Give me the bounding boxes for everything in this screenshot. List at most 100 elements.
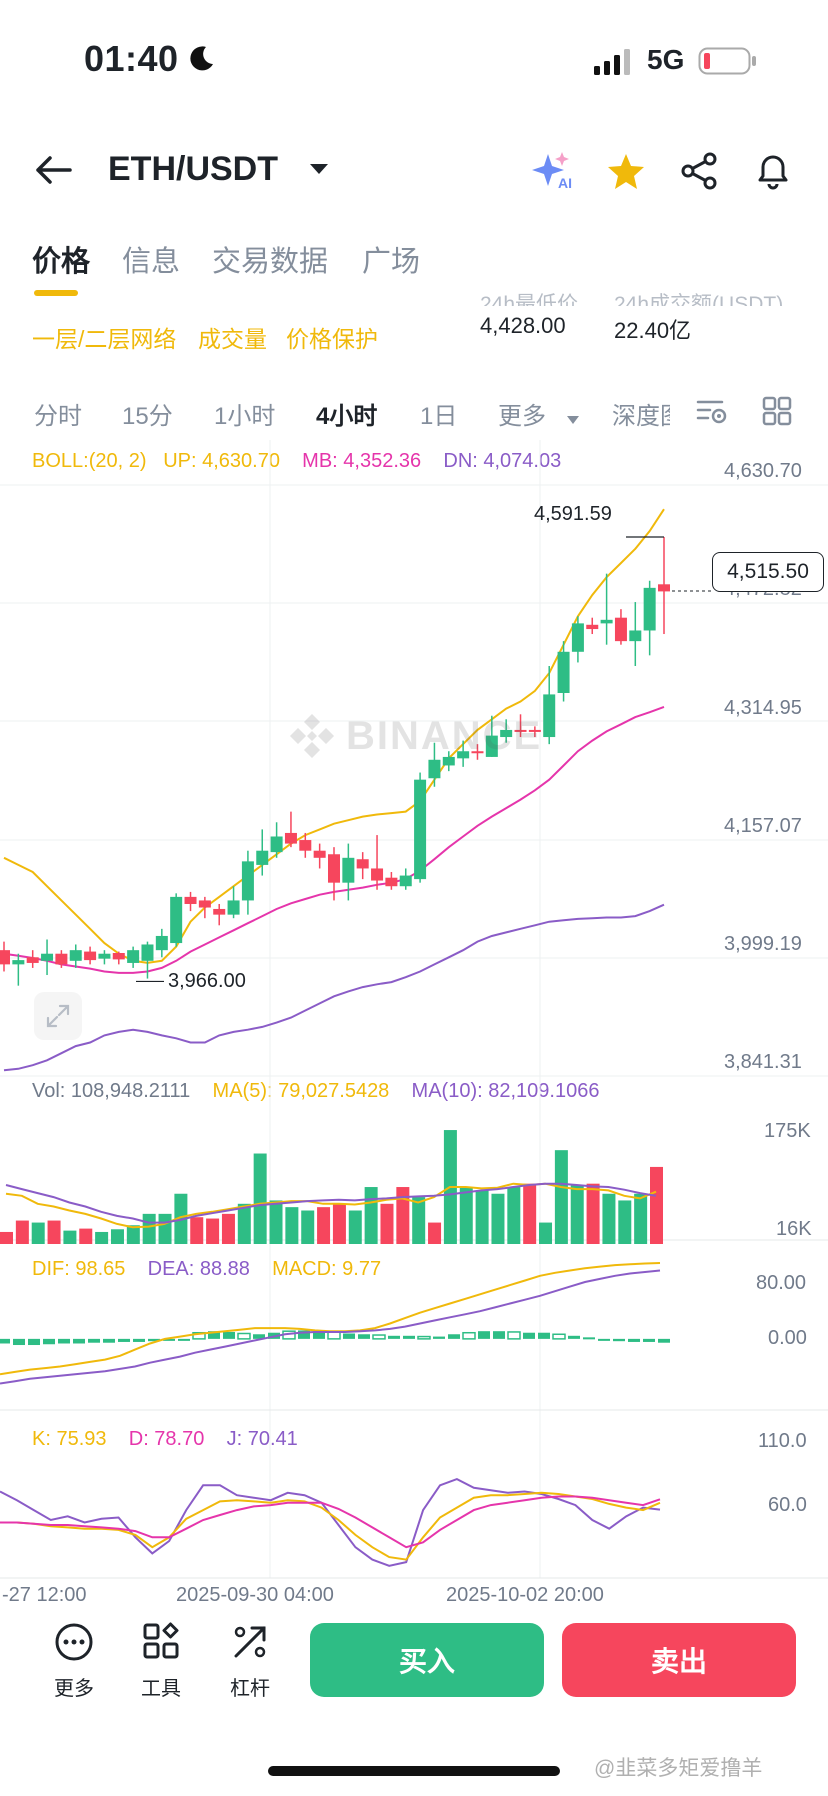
boll-name: BOLL:(20, 2) [32,450,147,472]
macd-histogram-bar [523,1332,535,1339]
candle [557,651,570,693]
boll-up: UP: 4,630.70 [163,450,280,472]
kdj-d: D: 78.70 [128,1428,205,1450]
link-price-protection[interactable]: 价格保护 [286,326,378,352]
volume-bar [285,1207,299,1244]
tools-button-label[interactable]: 工具 [141,1678,181,1700]
candle [198,900,211,908]
interval-time-sharing[interactable]: 分时 [34,403,82,430]
interval-more[interactable]: 更多 [498,403,546,430]
pair-title[interactable]: ETH/USDT [108,150,278,188]
kdj-j: J: 70.41 [226,1428,298,1450]
sell-button[interactable]: 卖出 [562,1623,796,1697]
candle [12,960,25,965]
macd-histogram-bar [658,1338,670,1343]
candle [328,854,340,883]
grid-layout-icon[interactable] [762,396,792,433]
tab-trading-data[interactable]: 交易数据 [212,246,329,278]
link-volume[interactable]: 成交量 [198,326,267,352]
kdj-k-line [0,1491,661,1561]
volume-bar [634,1193,648,1244]
candle [442,756,455,766]
interval-depth[interactable]: 深度图 [612,403,670,430]
interval-1d[interactable]: 1日 [420,403,458,430]
boll-lower-line [3,903,665,1072]
candle [241,861,254,901]
link-l1-l2[interactable]: 一层/二层网络 [32,326,177,352]
macd-histogram-bar [358,1334,370,1339]
price-axis-label: 3,841.31 [724,1051,802,1073]
candle [112,953,125,960]
macd-histogram-bar [448,1334,460,1339]
tab-price[interactable]: 价格 [32,246,91,278]
expand-chart-button[interactable] [34,992,82,1040]
tab-square[interactable]: 广场 [362,246,421,278]
back-arrow-icon[interactable] [34,154,72,191]
candle [26,957,39,963]
candle [98,953,111,959]
volume-legend: Vol: 108,948.2111 MA(5): 79,027.5428 MA(… [32,1080,599,1103]
volume-bar [126,1225,140,1244]
candle [428,759,441,779]
volume-bar [332,1203,346,1244]
macd-histogram-bar [298,1330,310,1339]
current-price-tag[interactable]: 4,515.50 [712,552,824,592]
time-axis-label: 2025-09-30 04:00 [176,1584,334,1606]
bell-icon[interactable] [754,150,792,195]
macd-histogram-bar [253,1334,265,1339]
caret-down-icon[interactable] [308,162,330,181]
tab-info[interactable]: 信息 [122,246,181,278]
low-24h-value: 4,428.00 [480,313,566,338]
volume-bar [190,1217,204,1244]
volume-bar [79,1228,93,1244]
share-icon[interactable] [680,152,718,195]
network-label: 5G [647,44,685,75]
candle [614,617,627,642]
time-axis-label: -27 12:00 [2,1584,87,1606]
candle [356,859,369,869]
volume-bar [301,1210,315,1244]
favorite-star-icon[interactable] [606,152,646,195]
buy-button[interactable]: 买入 [310,1623,544,1697]
more-button-icon[interactable] [54,1622,94,1667]
macd-histogram-bar [88,1338,100,1343]
volume-bar [221,1213,235,1244]
volume-bar [158,1213,172,1244]
macd-dea-line [0,1269,661,1385]
vol-ma5: MA(5): 79,027.5428 [212,1080,390,1102]
more-caret-icon[interactable] [566,404,580,432]
leverage-button-label[interactable]: 杠杆 [230,1678,270,1700]
candle [213,908,226,915]
volume-ma10-line [5,1182,657,1224]
leverage-icon[interactable] [230,1622,270,1667]
tools-grid-icon[interactable] [142,1622,180,1665]
candle [270,836,283,853]
candle [629,630,642,642]
home-indicator [268,1766,560,1776]
volume-bar [539,1222,553,1244]
candle [643,587,656,631]
volume-bar [475,1190,489,1244]
macd-histogram-bar [313,1331,325,1339]
interval-4h[interactable]: 4小时 [316,403,378,430]
macd-histogram-bar [43,1338,55,1345]
volume-bar [47,1220,61,1244]
macd-histogram-bar [568,1335,580,1339]
more-button-label[interactable]: 更多 [54,1678,94,1700]
interval-1h[interactable]: 1小时 [214,403,276,430]
kdj-j-line [0,1478,661,1567]
vol-ma10: MA(10): 82,109.1066 [411,1080,600,1102]
indicator-settings-icon[interactable] [696,396,728,433]
candle [184,896,197,904]
macd-histogram-bar [178,1338,190,1341]
candle [170,896,183,944]
binance-watermark: BINANCE [288,712,542,760]
macd-histogram-bar [118,1338,130,1342]
ai-sparkle-icon[interactable]: AI [532,150,576,195]
boll-legend: BOLL:(20, 2) UP: 4,630.70 MB: 4,352.36 D… [32,450,561,473]
candle [457,751,470,759]
boll-dn: DN: 4,074.03 [443,450,562,472]
interval-15m[interactable]: 15分 [122,403,173,430]
author-watermark: @韭菜多矩爱撸羊 [594,1757,763,1780]
